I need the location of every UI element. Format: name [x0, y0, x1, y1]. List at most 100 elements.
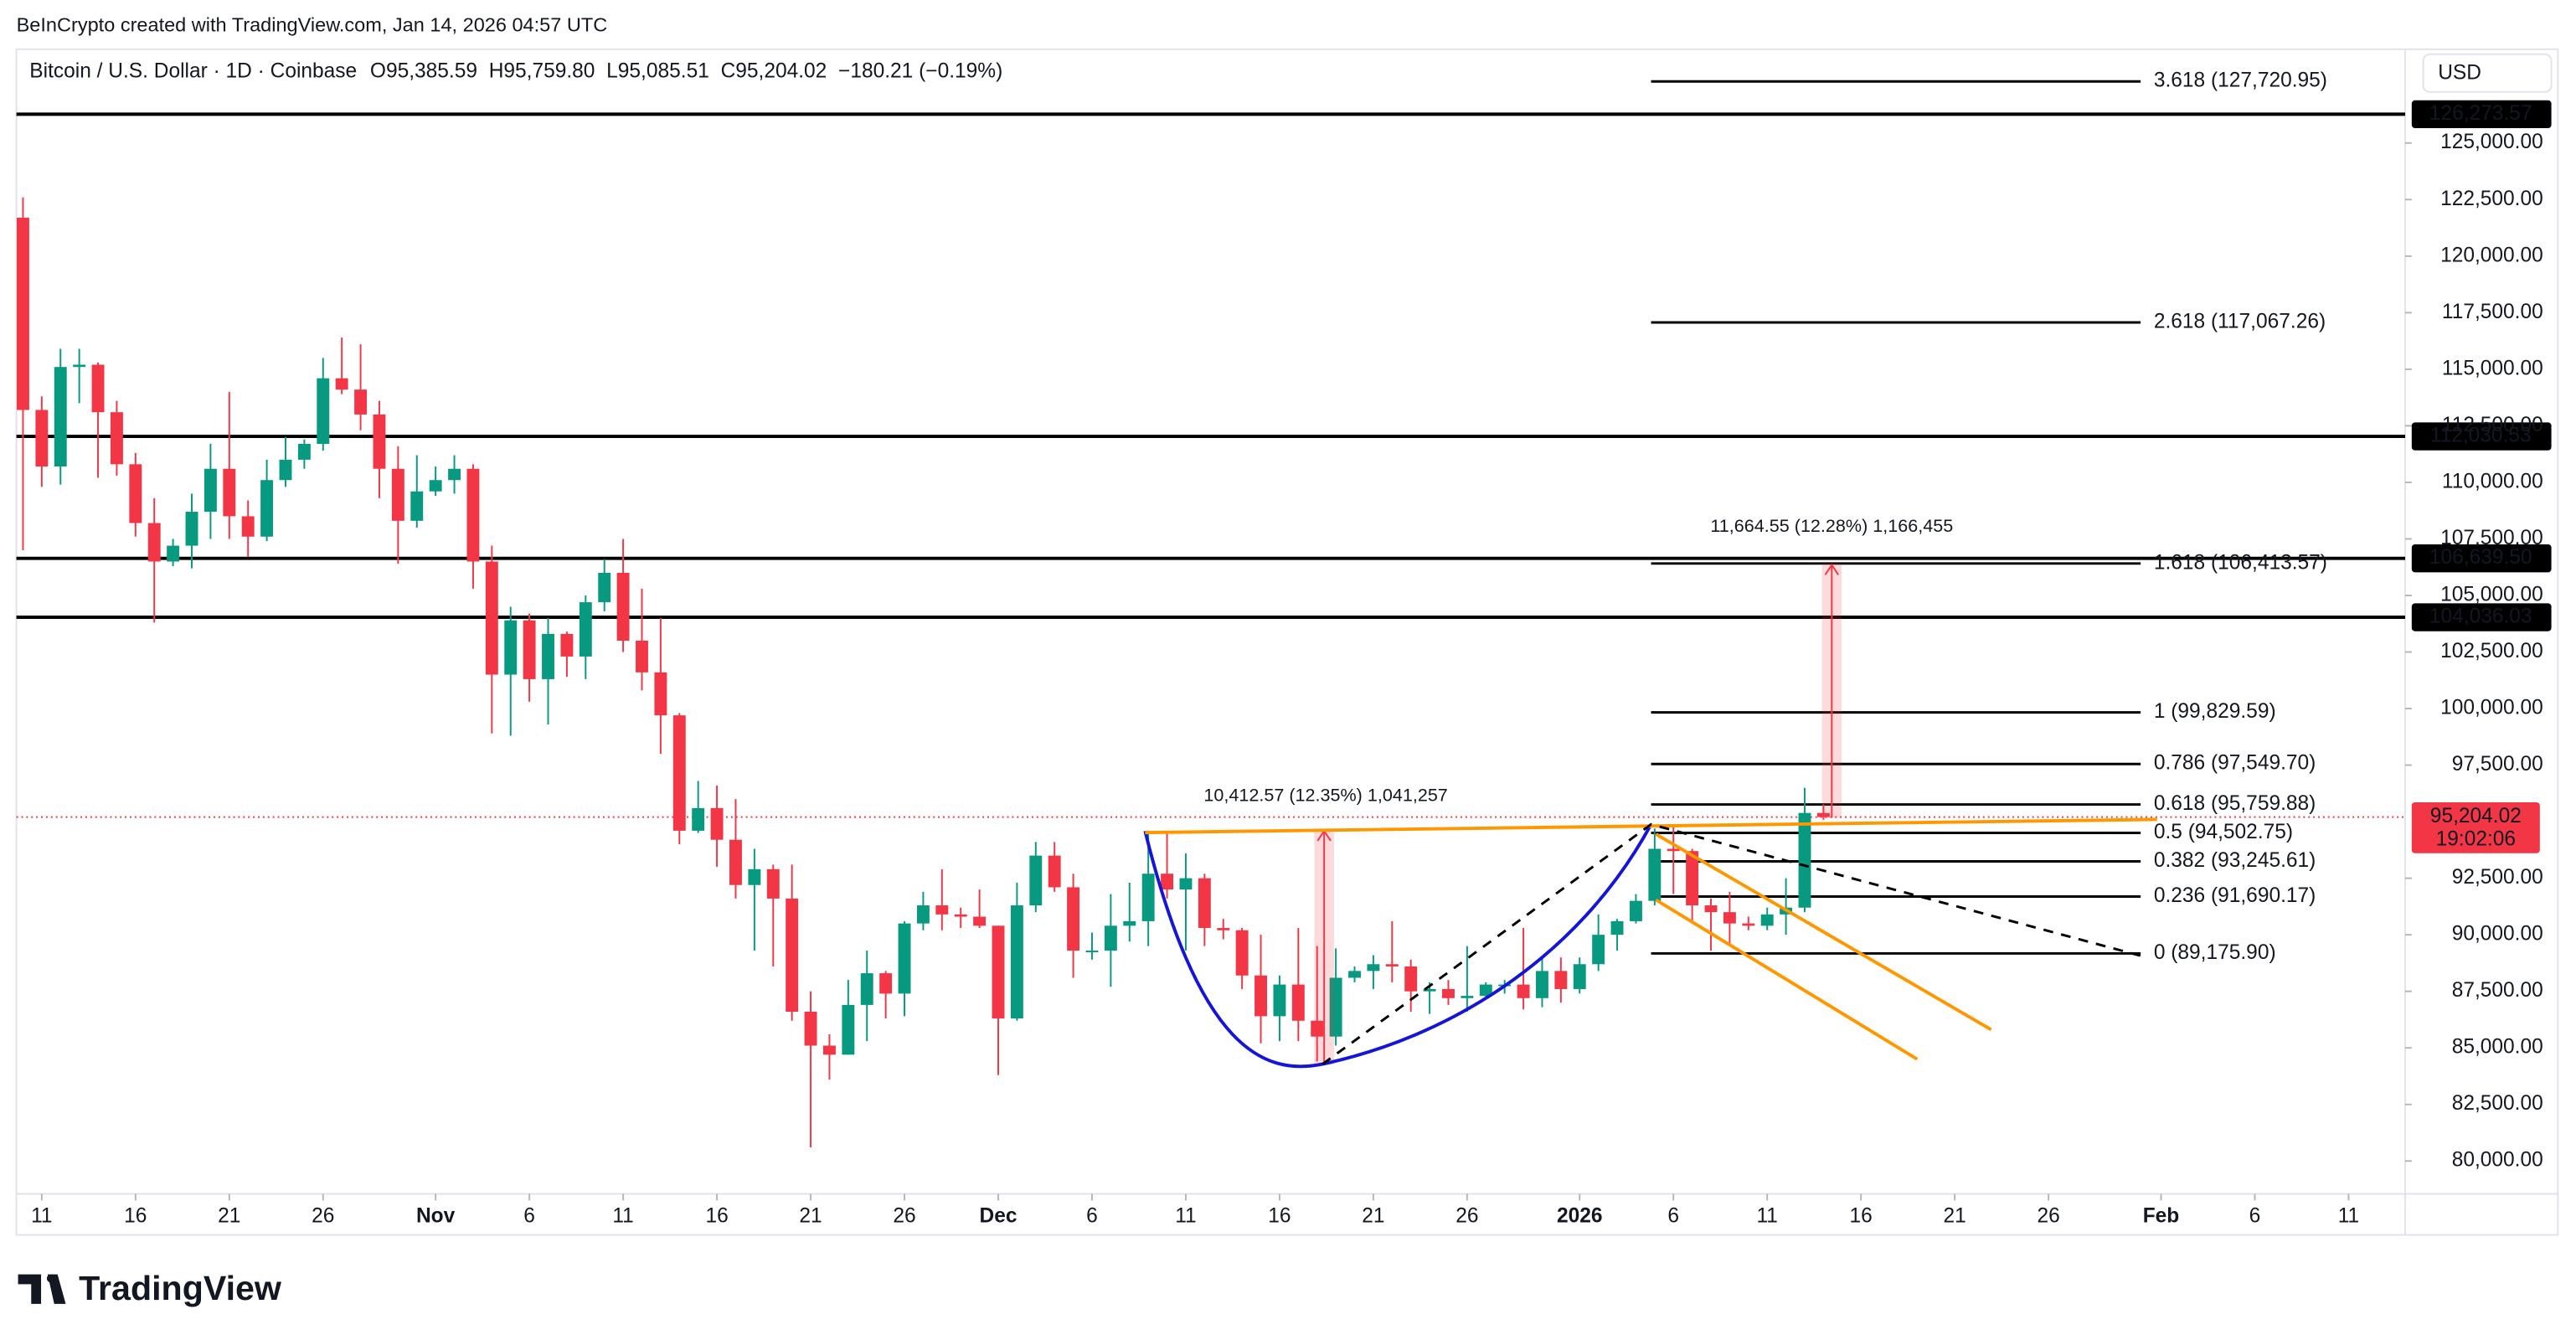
candle-body	[1235, 930, 1249, 976]
candle-body	[916, 905, 930, 924]
currency-box	[2422, 53, 2553, 93]
y-tick-label: 105,000.00	[2440, 583, 2543, 606]
candle-body	[804, 1011, 817, 1046]
symbol: Bitcoin / U.S. Dollar · 1D · Coinbase	[29, 60, 357, 83]
y-tick-label: 100,000.00	[2440, 697, 2543, 719]
y-tick-label: 122,500.00	[2440, 188, 2543, 210]
candle-body	[579, 602, 592, 657]
candle-body	[729, 839, 742, 885]
candle-body	[466, 468, 480, 562]
ohlc-key: O	[370, 60, 386, 83]
candle-body	[504, 620, 518, 675]
candle-body	[1010, 905, 1023, 1019]
candle-body	[1067, 887, 1080, 951]
candle-body	[1198, 878, 1211, 929]
candle-body	[748, 868, 761, 885]
candle-body	[1311, 1020, 1324, 1037]
candle-body	[1592, 935, 1605, 965]
fib-label: 0.786 (97,549.70)	[2154, 752, 2316, 775]
candle-body	[1141, 874, 1155, 921]
ohlc-value: 95,204.02	[735, 60, 827, 83]
ohlc-key: H	[489, 60, 504, 83]
ohlc-value: 95,385.59	[386, 60, 477, 83]
candle-body	[391, 468, 404, 521]
candle-body	[822, 1045, 836, 1055]
x-tick-label: 26	[1455, 1204, 1478, 1227]
x-tick-label: 2026	[1557, 1204, 1603, 1227]
currency: USD	[2438, 62, 2481, 85]
candle-body	[485, 561, 498, 675]
candle-body	[185, 512, 198, 546]
logo: TradingView	[18, 1269, 282, 1307]
credit: BeInCrypto created with TradingView.com,…	[17, 14, 608, 36]
candle-body	[1742, 923, 1755, 926]
candle-body	[17, 217, 29, 410]
fib-label: 0.236 (91,690.17)	[2154, 884, 2316, 907]
candle-body	[860, 973, 873, 1005]
candle-body	[1573, 964, 1586, 989]
level-badge	[2411, 544, 2552, 573]
candle-body	[766, 868, 780, 899]
x-tick-label: 21	[218, 1204, 240, 1227]
fib-label: 0.618 (95,759.88)	[2154, 792, 2316, 815]
candle-body	[898, 923, 911, 994]
dashed-path	[1321, 822, 2141, 1065]
logo-mark	[18, 1274, 66, 1304]
candle-body	[560, 633, 574, 657]
candle-body	[954, 914, 967, 917]
y-tick-label: 97,500.00	[2452, 753, 2543, 776]
candle-body	[1648, 848, 1662, 901]
x-tick-label: 26	[2037, 1204, 2059, 1227]
base-layer	[16, 80, 2412, 1201]
candle-body	[147, 523, 161, 562]
x-tick-label: Dec	[980, 1204, 1018, 1227]
candle-body	[1217, 928, 1230, 930]
last-price-badge	[2411, 801, 2540, 853]
x-tick-label: 11	[1175, 1204, 1196, 1227]
level-badge-label: 104,036.03	[2429, 605, 2532, 627]
level-badge-label: 126,273.57	[2429, 102, 2532, 125]
y-tick-label: 80,000.00	[2452, 1149, 2543, 1172]
candle-body	[1798, 812, 1811, 908]
candle-body	[542, 633, 554, 679]
ohlc-value: 95,759.80	[503, 60, 595, 83]
candle-body	[260, 480, 274, 537]
candle-body	[1667, 848, 1680, 852]
x-tick-label: 6	[2249, 1204, 2261, 1227]
y-tick-label: 87,500.00	[2452, 979, 2543, 1002]
ohlc-value: 95,085.51	[618, 60, 709, 83]
candle-body	[1085, 951, 1099, 953]
candle-body	[1536, 971, 1548, 998]
candle-body	[1048, 855, 1061, 888]
candle-body	[204, 468, 217, 513]
x-tick-label: 16	[705, 1204, 728, 1227]
level-badge-label: 106,639.50	[2429, 546, 2532, 569]
x-tick-label: Nov	[416, 1204, 456, 1227]
fib-label: 0.382 (93,245.61)	[2154, 849, 2316, 872]
candle-body	[1104, 925, 1117, 951]
y-tick-label: 82,500.00	[2452, 1092, 2543, 1115]
candle-body	[1348, 971, 1361, 978]
ohlc-key: L	[606, 60, 618, 83]
measure-label: 11,664.55 (12.28%) 1,166,455	[1710, 515, 1953, 536]
candle-body	[1123, 920, 1136, 926]
y-tick-label: 102,500.00	[2440, 640, 2543, 662]
candle-body	[429, 480, 442, 492]
candle-body	[241, 516, 255, 537]
candle-body	[297, 444, 311, 460]
candle-body	[335, 378, 348, 390]
candle-body	[1760, 914, 1774, 926]
channel-line	[1655, 832, 1992, 1032]
candle-body	[992, 925, 1005, 1019]
candle-body	[1816, 812, 1830, 817]
candle-body	[1723, 912, 1736, 924]
x-tick-label: 16	[124, 1204, 147, 1227]
candle-body	[1161, 874, 1174, 890]
candle-body	[448, 468, 461, 481]
measure-label: 10,412.57 (12.35%) 1,041,257	[1203, 785, 1447, 806]
countdown: 19:02:06	[2436, 828, 2516, 851]
x-tick-label: 16	[1268, 1204, 1291, 1227]
candle-body	[1255, 975, 1267, 1017]
candle-body	[167, 545, 180, 562]
candle-body	[1704, 905, 1718, 913]
